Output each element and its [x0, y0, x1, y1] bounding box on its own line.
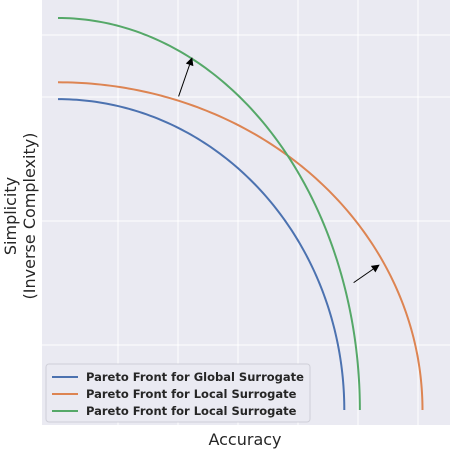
x-axis-label: Accuracy: [208, 430, 281, 449]
arrow-head-2: [370, 264, 380, 273]
y-axis-label-line1: Simplicity: [1, 177, 20, 255]
curve-global-surrogate: [57, 98, 346, 411]
arrow-annotations: [178, 57, 380, 284]
curve-local-surrogate-orange: [57, 81, 424, 411]
legend-box: [45, 363, 311, 423]
legend-label-global: Pareto Front for Global Surrogate: [86, 370, 304, 384]
legend: Pareto Front for Global Surrogate Pareto…: [45, 363, 311, 423]
y-axis-label-line2: (Inverse Complexity): [20, 133, 39, 300]
curve-local-surrogate-green: [57, 17, 361, 411]
series-curves: [57, 17, 424, 411]
legend-label-local-orange: Pareto Front for Local Surrogate: [86, 387, 297, 401]
arrow-head-1: [185, 57, 194, 67]
plot-background: [42, 0, 450, 425]
grid-lines: [42, 0, 450, 425]
arrow-shaft-2: [353, 268, 374, 284]
arrow-shaft-1: [178, 64, 191, 97]
legend-label-local-green: Pareto Front for Local Surrogate: [86, 404, 297, 418]
